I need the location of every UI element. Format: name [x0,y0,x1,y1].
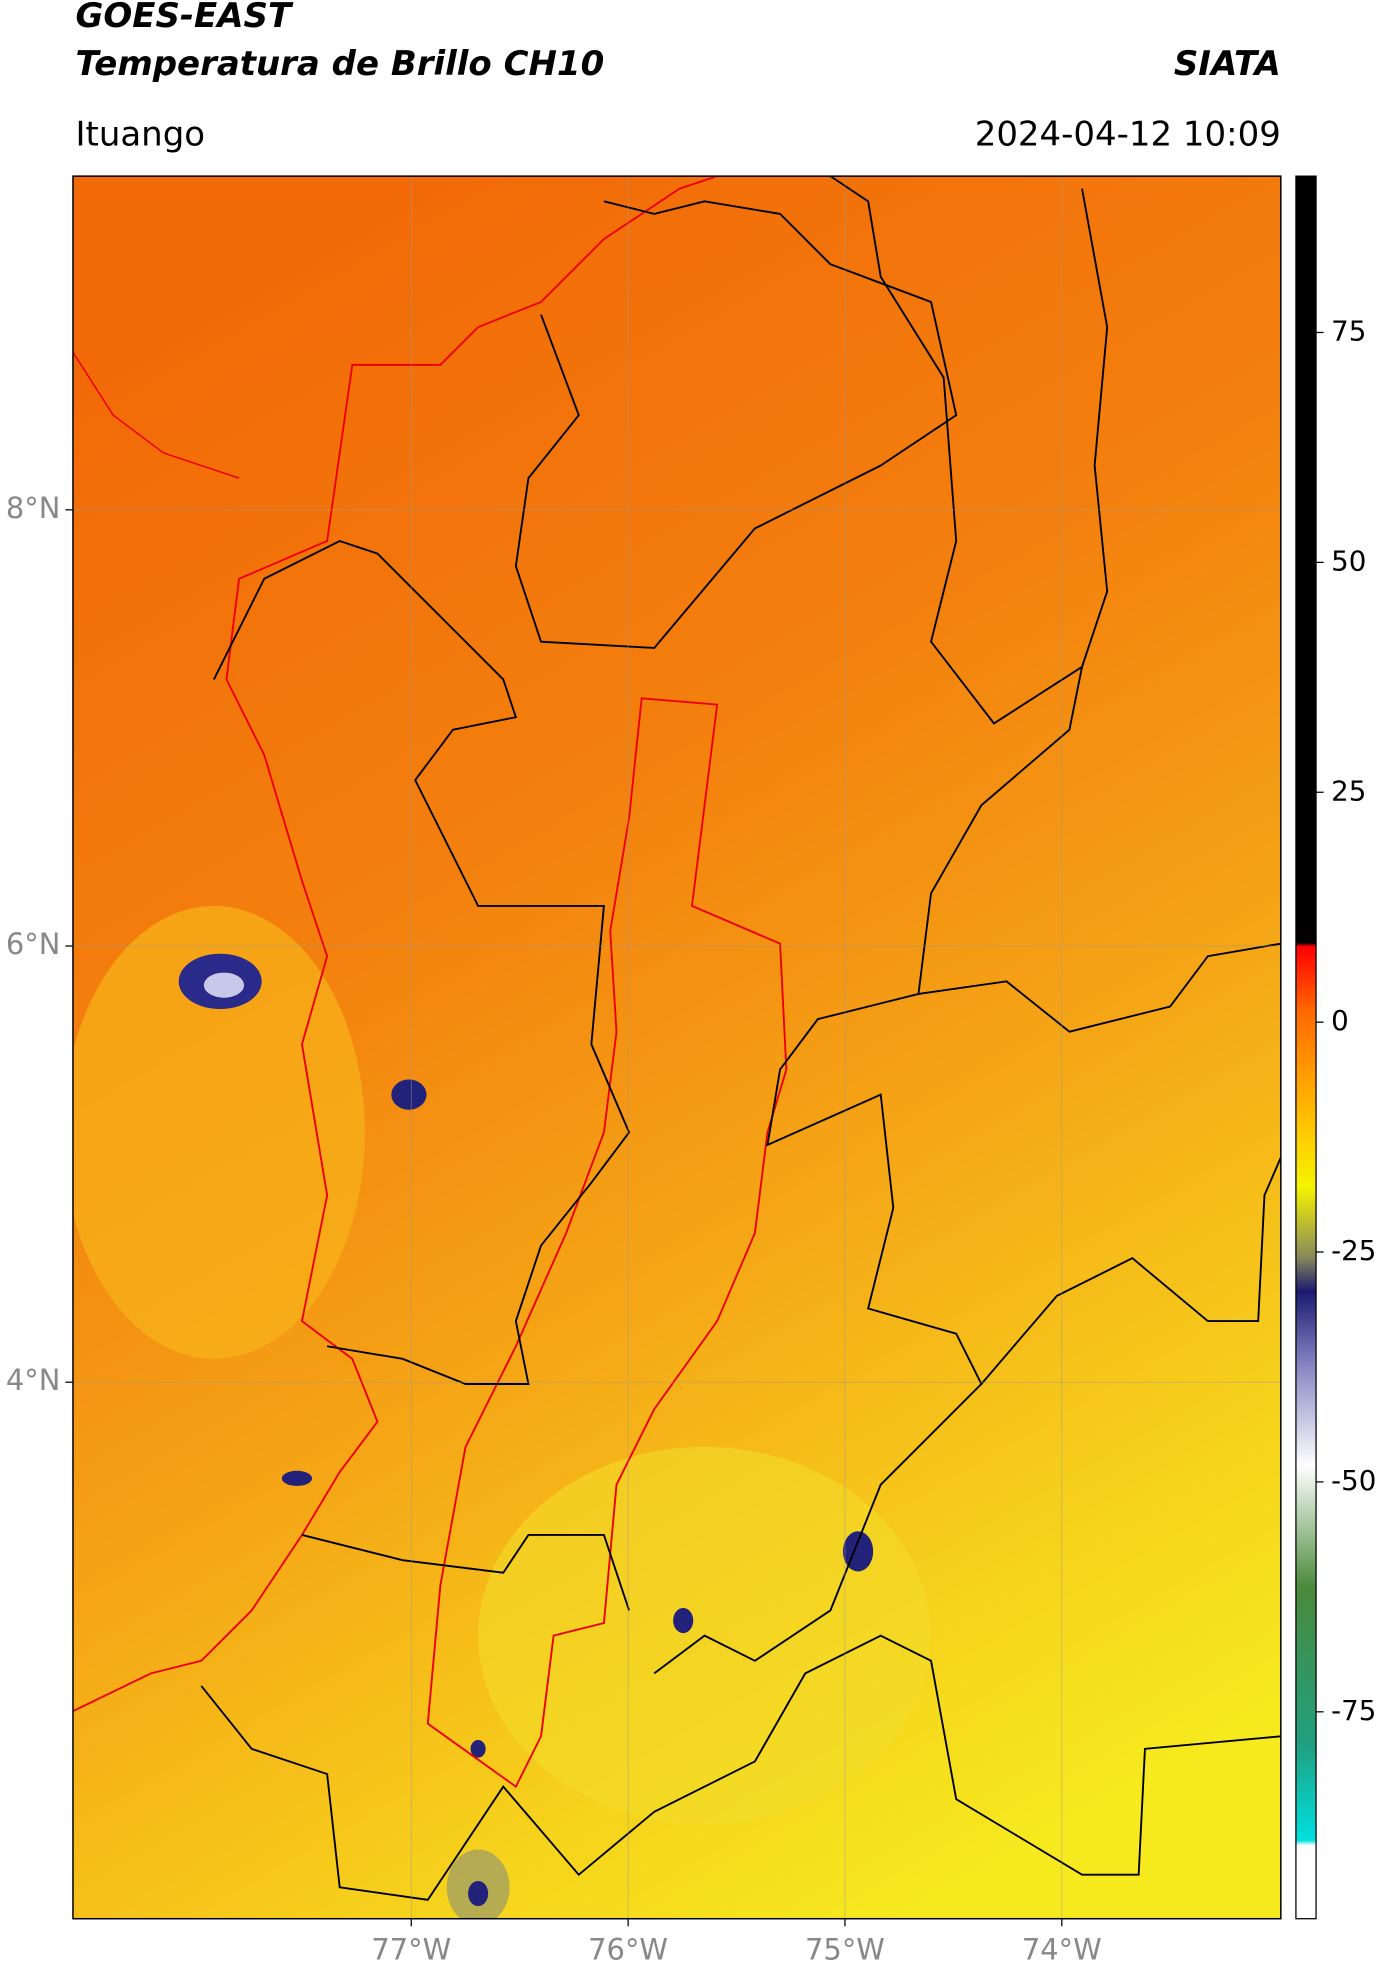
colorbar-label: 0 [1331,1004,1349,1037]
colorbar-label: -25 [1331,1234,1376,1267]
lat-label: 4°N [6,1363,61,1397]
colorbar-label: -50 [1331,1464,1376,1497]
source: SIATA [1174,44,1281,84]
lat-label: 8°N [6,491,61,525]
datetime: 2024-04-12 10:09 [975,114,1281,154]
colorbar-label: 25 [1331,774,1366,807]
lon-label: 77°W [371,1932,451,1966]
lon-label: 76°W [588,1932,668,1966]
lon-label: 75°W [805,1932,885,1966]
graticule [72,176,1281,1919]
lon-label: 74°W [1022,1932,1102,1966]
lat-label: 6°N [6,927,61,961]
product: Temperatura de Brillo CH10 [75,44,604,84]
colorbar-label: -75 [1331,1694,1376,1727]
colorbar [1295,175,1317,1920]
satellite: GOES-EAST [75,0,293,36]
map-image [72,176,1281,1919]
colorbar-label: 75 [1331,314,1366,347]
map-frame [72,175,1282,1920]
region: Ituango [75,114,205,154]
colorbar-label: 50 [1331,544,1366,577]
